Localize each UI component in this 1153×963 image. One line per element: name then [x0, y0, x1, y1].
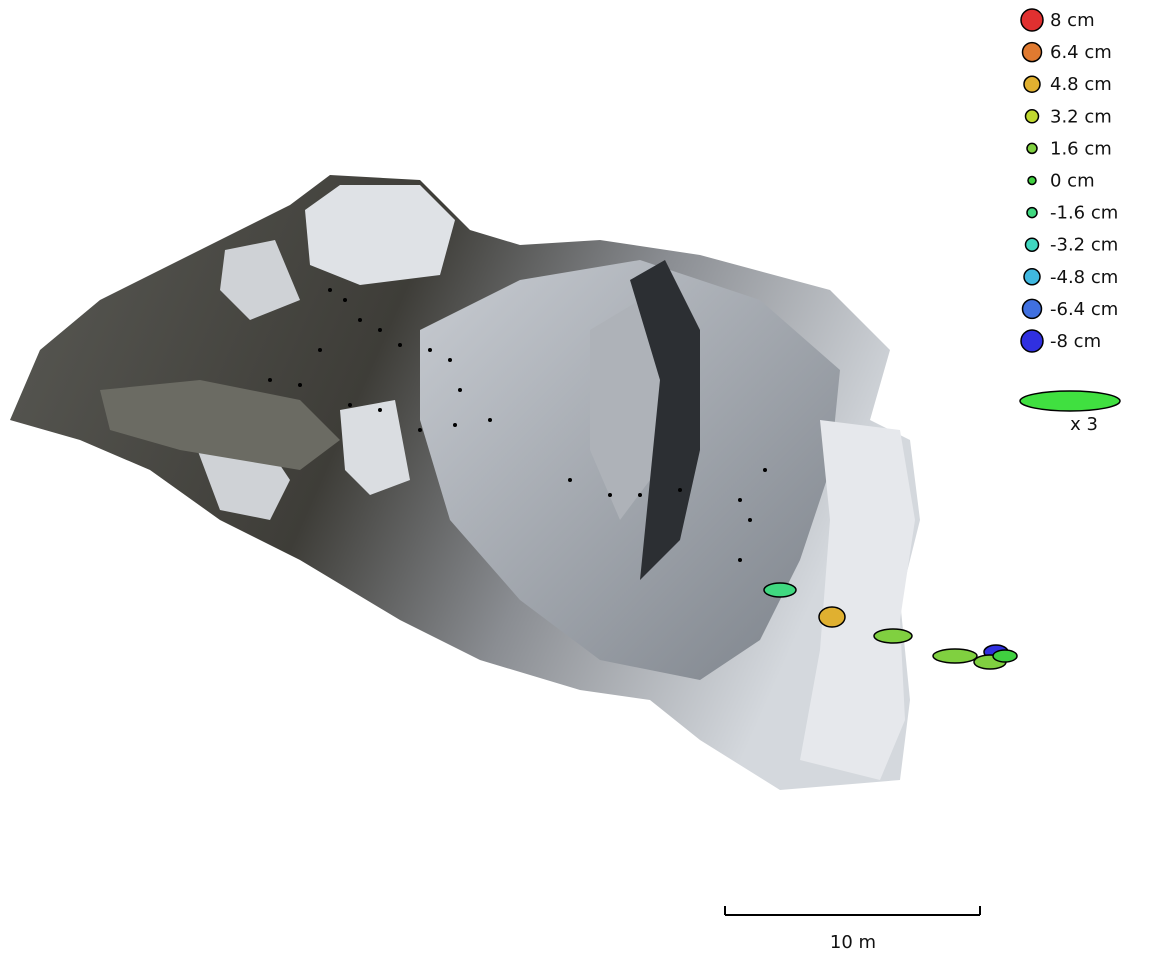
legend-label: 6.4 cm	[1050, 42, 1112, 63]
legend-label: 1.6 cm	[1050, 138, 1112, 159]
legend: 8 cm 6.4 cm 4.8 cm 3.2 cm 1.6 cm 0 cm -1.6 cm -…	[1020, 8, 1118, 353]
legend-label: 8 cm	[1050, 10, 1095, 31]
legend-swatch	[1021, 41, 1043, 63]
legend-label: 4.8 cm	[1050, 74, 1112, 95]
legend-swatch	[1024, 109, 1040, 124]
legend-label: -1.6 cm	[1050, 203, 1118, 224]
legend-swatch	[1024, 237, 1040, 252]
legend-swatch	[1021, 298, 1043, 320]
legend-swatch	[1023, 75, 1041, 93]
scale-bar	[724, 906, 981, 916]
legend-label: -6.4 cm	[1050, 299, 1118, 320]
legend-label: -4.8 cm	[1050, 267, 1118, 288]
legend-scale-ellipse	[1019, 390, 1121, 412]
legend-scale-label: x 3	[1070, 414, 1098, 435]
legend-swatch	[1023, 268, 1041, 286]
camera-points	[268, 288, 767, 562]
legend-label: 3.2 cm	[1050, 106, 1112, 127]
legend-swatch	[1020, 8, 1044, 32]
scale-bar-label: 10 m	[830, 932, 876, 953]
legend-label: 0 cm	[1050, 171, 1095, 192]
legend-swatch	[1026, 142, 1038, 155]
legend-label: -3.2 cm	[1050, 235, 1118, 256]
gcp-markers	[763, 582, 1018, 670]
legend-swatch	[1020, 329, 1044, 353]
legend-swatch	[1026, 206, 1038, 219]
legend-swatch	[1027, 175, 1037, 186]
legend-label: -8 cm	[1050, 331, 1101, 352]
terrain	[10, 175, 920, 790]
